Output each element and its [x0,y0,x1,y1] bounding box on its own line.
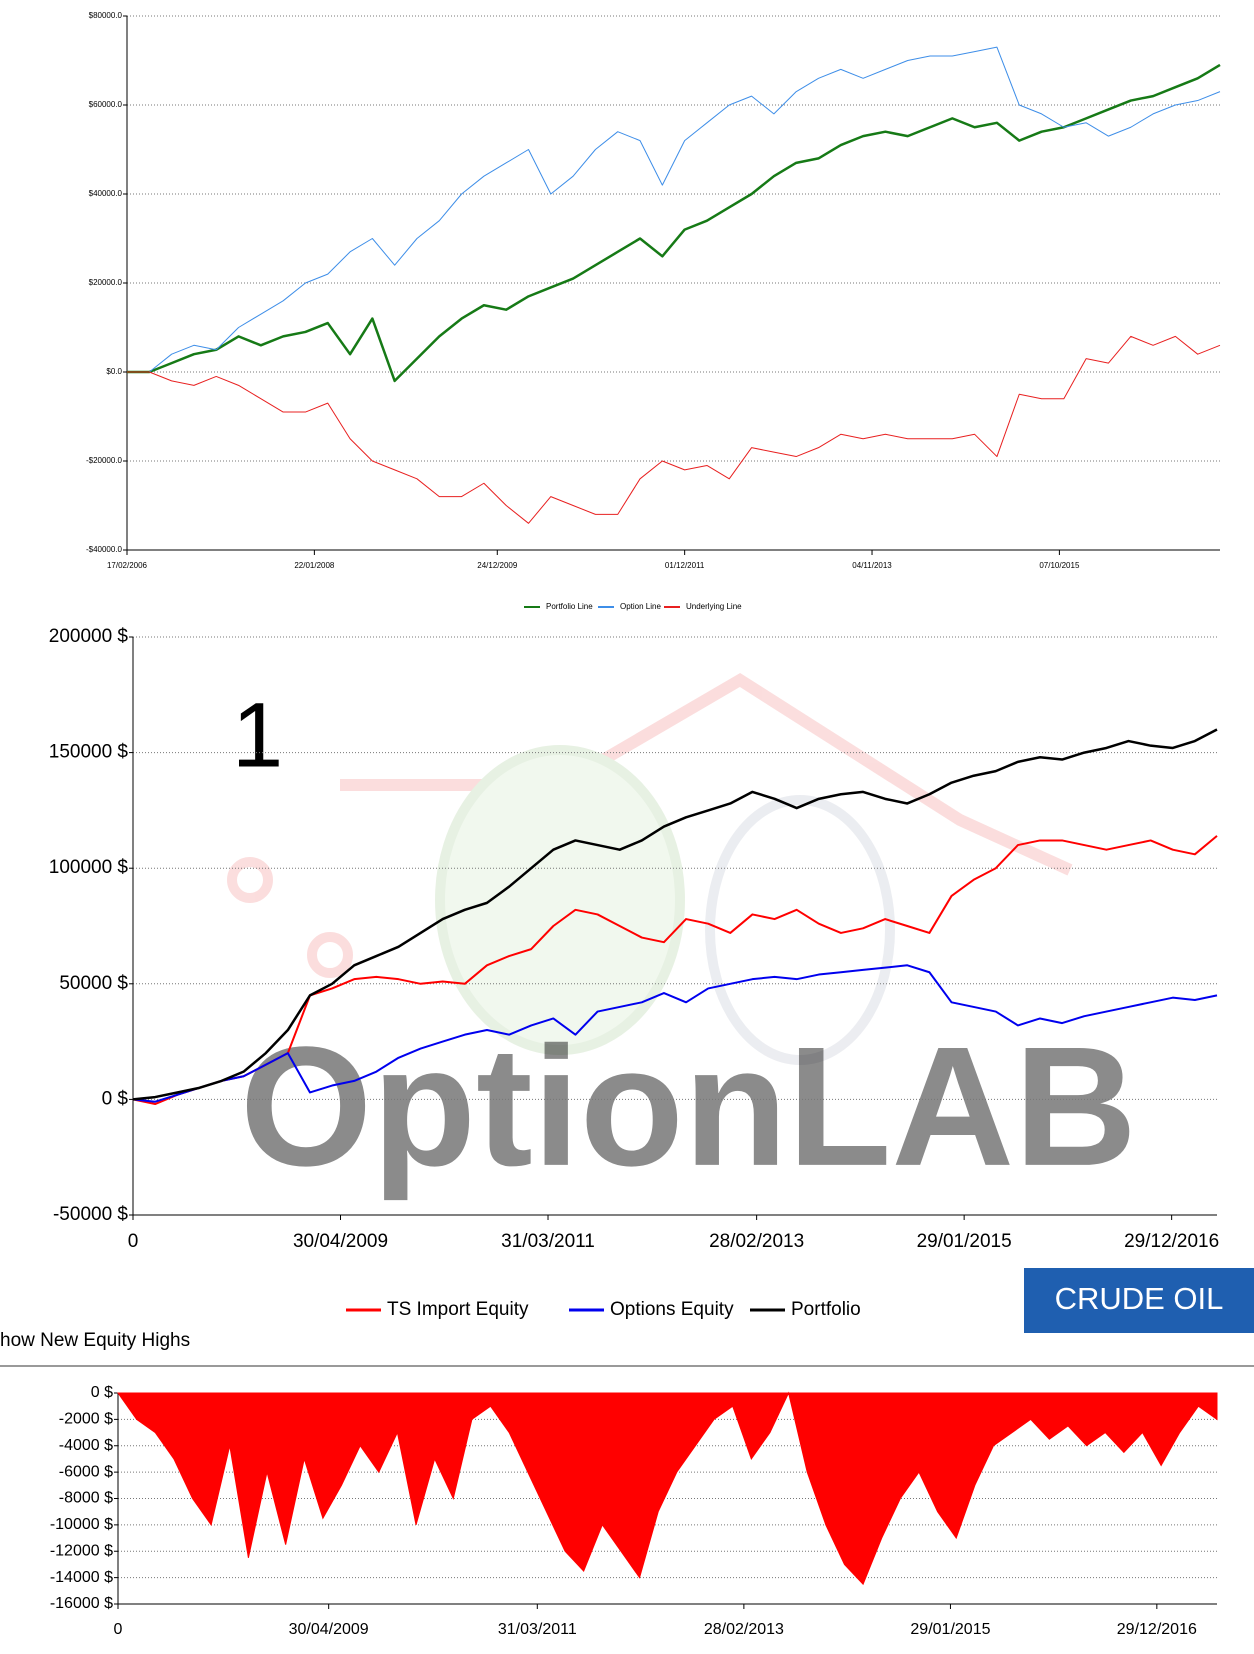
checkbox-label[interactable]: how New Equity Highs [0,1330,190,1351]
y-tick-label: -2000 $ [59,1411,113,1428]
x-tick-label: 22/01/2008 [294,561,335,570]
y-tick-label: -14000 $ [50,1569,113,1586]
y-tick-label: 0 $ [91,1384,113,1401]
y-tick-label: -12000 $ [50,1542,113,1559]
x-tick-label: 29/12/2016 [1124,1231,1219,1252]
x-tick-label: 30/04/2009 [289,1621,369,1638]
x-tick-label: 28/02/2013 [704,1621,784,1638]
series-line [132,964,1218,1103]
y-tick-label: -8000 $ [59,1490,113,1507]
legend-label: Option Line [620,602,661,611]
x-tick-label: 24/12/2009 [477,561,518,570]
y-tick-label: $40000.0 [89,189,123,198]
x-tick-label: 01/12/2011 [665,561,705,570]
y-tick-label: 0 $ [102,1088,129,1109]
y-tick-label: 100000 $ [49,857,129,878]
x-tick-label: 04/11/2013 [852,561,892,570]
y-tick-label: $60000.0 [89,100,123,109]
y-tick-label: -4000 $ [59,1437,113,1454]
x-tick-label: 28/02/2013 [709,1231,804,1252]
series-line [127,63,1221,383]
x-tick-label: 30/04/2009 [293,1231,388,1252]
y-tick-label: -50000 $ [53,1204,128,1225]
y-tick-label: 150000 $ [49,742,129,763]
x-tick-label: 0 [114,1621,123,1638]
series-line [132,728,1218,1101]
x-tick-label: 07/10/2015 [1039,561,1080,570]
watermark-node [307,932,353,978]
y-tick-label: 50000 $ [59,973,128,994]
legend-label: Portfolio Line [546,602,593,611]
watermark-flask [705,795,895,1065]
y-tick-label: -6000 $ [59,1463,113,1480]
y-tick-label: 200000 $ [49,626,129,647]
legend-label: Options Equity [610,1299,734,1320]
y-tick-label: -$40000.0 [86,545,123,554]
watermark-roof [340,672,1073,876]
legend-label: Portfolio [791,1299,861,1320]
series-area [117,1391,1218,1586]
x-tick-label: 29/01/2015 [910,1621,990,1638]
x-tick-label: 29/01/2015 [917,1231,1012,1252]
watermark-flask [435,745,685,1055]
y-tick-label: $80000.0 [89,11,123,20]
watermark-node [227,857,273,903]
x-tick-label: 29/12/2016 [1117,1621,1197,1638]
watermark-text: OptionLAB [240,1012,1137,1202]
x-tick-label: 0 [128,1231,139,1252]
y-tick-label: -$20000.0 [86,456,123,465]
y-tick-label: $0.0 [106,367,122,376]
y-tick-label: -10000 $ [50,1516,113,1533]
y-tick-label: $20000.0 [89,278,123,287]
watermark-shapes [227,672,1073,1065]
x-tick-label: 17/02/2006 [107,561,148,570]
legend-label: Underlying Line [686,602,742,611]
series-line [127,46,1221,373]
x-tick-label: 31/03/2011 [498,1621,577,1638]
series-line [127,335,1221,524]
y-tick-label: -16000 $ [50,1595,113,1612]
badge: CRUDE OIL [1055,1281,1224,1316]
badge-box [1024,1268,1254,1333]
x-tick-label: 31/03/2011 [501,1231,595,1252]
annotation: 1 [232,684,283,786]
legend-label: TS Import Equity [387,1299,529,1320]
